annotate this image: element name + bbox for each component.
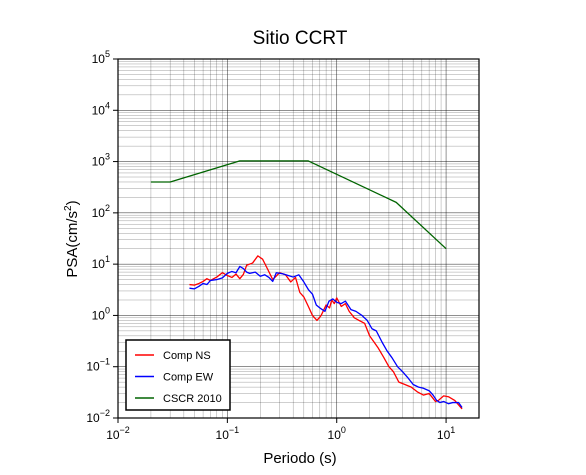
series-layer xyxy=(150,160,463,410)
grid xyxy=(117,58,480,419)
series-line-1 xyxy=(189,255,463,410)
x-tick-label: 10−1 xyxy=(216,425,240,442)
plot-frame xyxy=(117,58,480,419)
legend-label: CSCR 2010 xyxy=(163,393,222,405)
y-tick-label: 10−1 xyxy=(86,357,110,374)
y-axis-label-superscript: 2 xyxy=(63,205,74,211)
y-tick-label: 101 xyxy=(92,254,110,271)
y-tick-label: 102 xyxy=(92,203,110,220)
y-tick-label: 100 xyxy=(92,305,110,322)
y-tick-label: 103 xyxy=(92,152,110,169)
y-axis-label-close: ) xyxy=(64,200,81,205)
chart-title: Sitio CCRT xyxy=(253,28,348,49)
tick-layer: 10−2 10−1 100 101 10−2 10−1 100 101 102 103 104 105 xyxy=(86,49,455,442)
y-axis-label: PSA(cm/s2) xyxy=(63,200,81,277)
x-tick-label: 100 xyxy=(328,425,346,442)
x-tick-label: 101 xyxy=(437,425,455,442)
series-line-2 xyxy=(189,265,463,408)
y-tick-label: 105 xyxy=(92,49,110,66)
y-tick-label: 10−2 xyxy=(86,408,110,425)
y-tick-label: 104 xyxy=(92,100,110,117)
x-tick-label: 10−2 xyxy=(106,425,130,442)
legend-label: Comp EW xyxy=(163,372,214,384)
legend: Comp NS Comp EW CSCR 2010 xyxy=(125,339,231,411)
y-axis-label-main: PSA(cm/s xyxy=(64,211,81,278)
series-line-3 xyxy=(150,160,447,250)
legend-label: Comp NS xyxy=(163,350,211,362)
x-axis-label: Periodo (s) xyxy=(263,450,336,467)
